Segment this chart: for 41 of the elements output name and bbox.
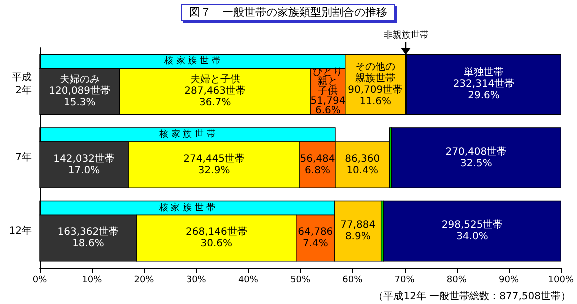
x-tick-label: 30% <box>186 276 207 286</box>
data-label: 64,786 7.4% <box>298 227 334 250</box>
y-tick-label: 12年 <box>9 224 32 237</box>
band-label: 核 家 族 世 帯 <box>163 56 221 67</box>
data-label: 163,362世帯 18.6% <box>58 226 120 250</box>
x-tick-label: 50% <box>290 276 312 286</box>
band-label: 核 家 族 世 帯 <box>158 128 216 140</box>
series-label: 夫婦と子供 <box>190 74 240 86</box>
data-label: 77,884 8.9% <box>340 220 376 243</box>
data-label: 51,794 6.6% <box>310 96 346 116</box>
x-tick-label: 60% <box>342 276 364 286</box>
x-tick-label: 70% <box>394 276 416 286</box>
y-tick-label: 平成 2年 <box>12 72 32 97</box>
data-label: 270,408世帯 32.5% <box>446 146 508 170</box>
series-label: その他の親族世帯 <box>356 60 396 84</box>
bar <box>391 128 562 188</box>
x-tick-label: 40% <box>238 276 259 286</box>
data-label: 86,360 10.4% <box>345 154 380 176</box>
x-tick-label: 20% <box>134 276 155 286</box>
data-label: 56,484 6.8% <box>300 154 336 176</box>
data-label: 274,445世帯 32.9% <box>184 152 245 176</box>
data-label: 120,089世帯 15.3% <box>49 85 111 109</box>
data-label: 142,032世帯 17.0% <box>54 152 115 176</box>
series-label: 単独世帯 <box>464 66 504 79</box>
x-tick-label: 100% <box>548 276 574 286</box>
text: 非親族世帯 <box>384 30 429 42</box>
x-tick-label: 80% <box>446 276 468 286</box>
data-label: 90,709世帯 11.6% <box>348 84 404 108</box>
x-tick-label: 90% <box>499 276 520 286</box>
data-label: 232,314世帯 29.6% <box>453 78 515 102</box>
chart-title: 図７ 一般世帯の家族類型別割合の推移 <box>190 6 388 19</box>
x-tick-label: 10% <box>82 276 103 286</box>
data-label: 287,463世帯 36.7% <box>184 85 246 109</box>
band-label: 核 家 族 世 帯 <box>158 202 216 214</box>
x-tick-label: 0% <box>32 276 48 286</box>
text: （平成12年 一般世帯総数：877,508世帯） <box>374 290 572 302</box>
data-label: 268,146世帯 30.6% <box>186 226 248 250</box>
data-label: 298,525世帯 34.0% <box>442 219 504 243</box>
series-label: 夫婦のみ <box>60 74 100 86</box>
bar <box>384 200 562 262</box>
y-tick-label: 7年 <box>16 152 32 164</box>
